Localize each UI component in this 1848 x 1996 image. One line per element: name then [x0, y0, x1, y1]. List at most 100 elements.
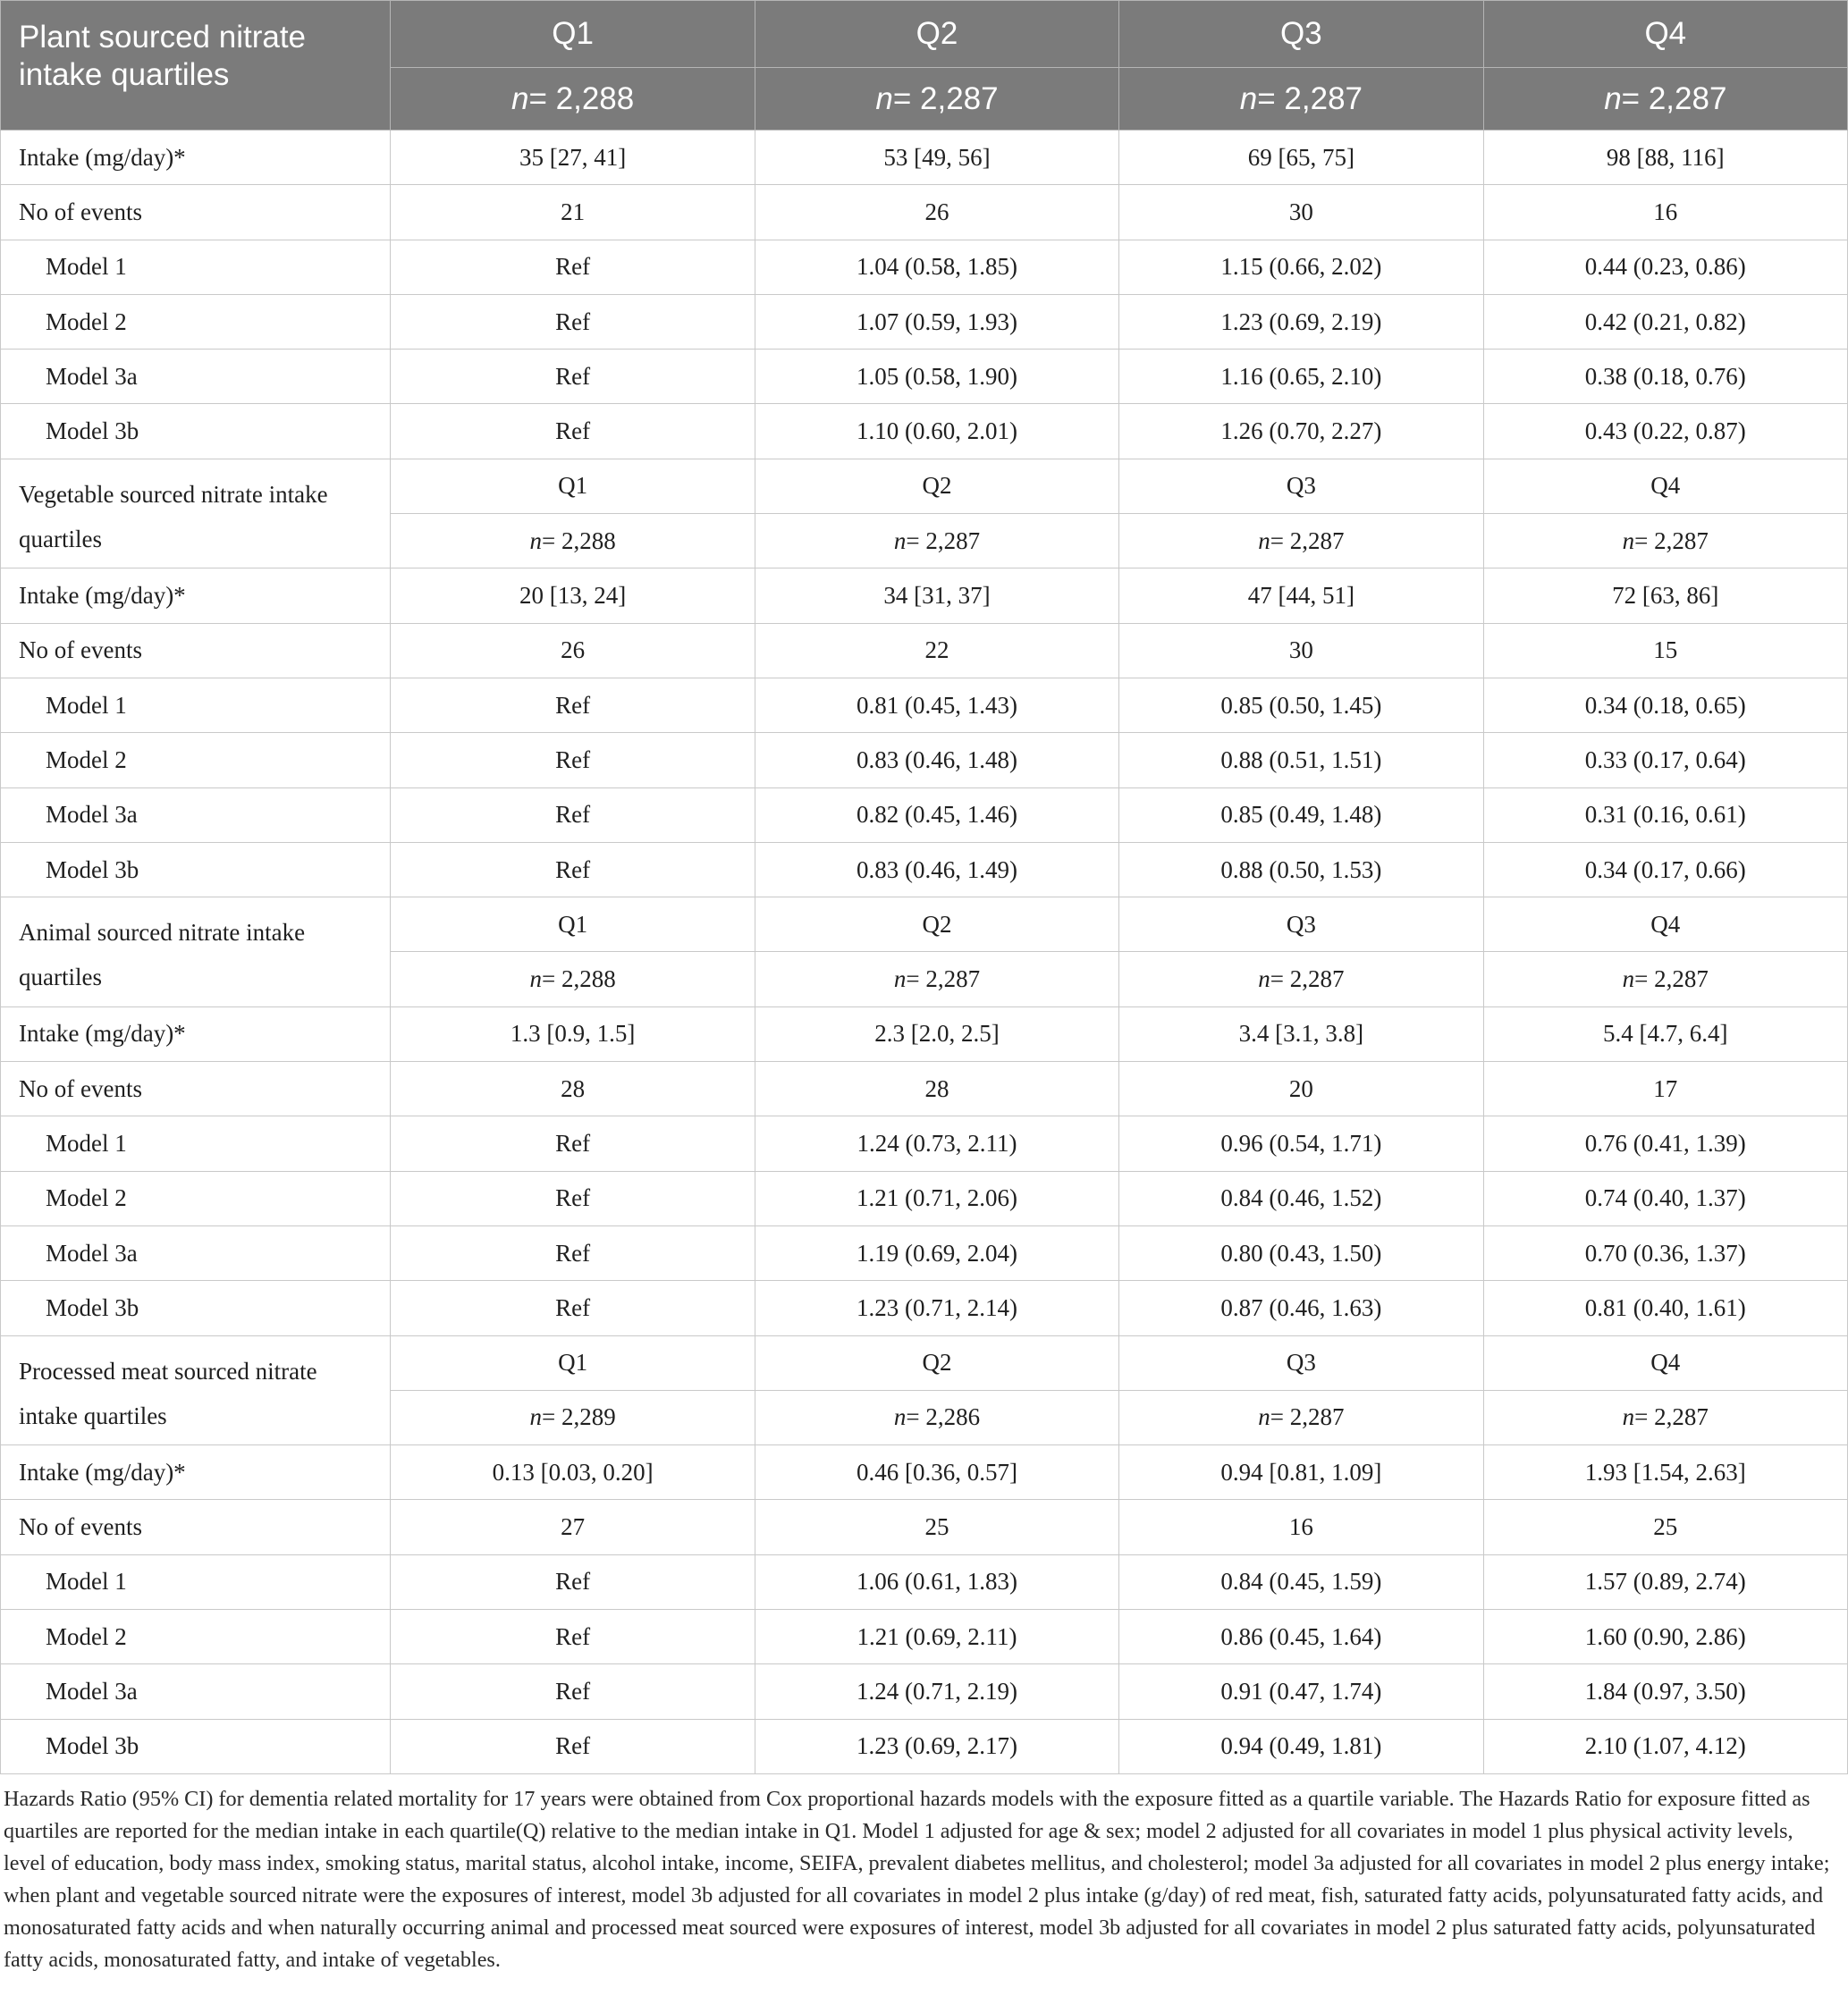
n-symbol: n [893, 526, 907, 554]
table-cell: 72 [63, 86] [1482, 568, 1848, 624]
section-n-cell: n= 2,287 [1118, 513, 1484, 569]
table-row: Model 2 Ref 1.21 (0.71, 2.06) 0.84 (0.46, 1… [0, 1170, 1848, 1226]
table-cell: 0.80 (0.43, 1.50) [1118, 1225, 1484, 1282]
table-footnote: Hazards Ratio (95% CI) for dementia rela… [4, 1786, 1830, 1972]
n-value: = 2,286 [906, 1403, 981, 1431]
table-cell: 20 [13, 24] [390, 568, 755, 624]
table-header: Plant sourced nitrate intake quartiles Q… [0, 0, 1848, 131]
section-quartile-label: Q2 [754, 1335, 1120, 1391]
n-symbol: n [1622, 526, 1635, 554]
table-cell: 47 [44, 51] [1118, 568, 1484, 624]
section-n-cell: n= 2,286 [754, 1389, 1120, 1446]
table-cell: Ref [390, 732, 755, 788]
table-cell: 21 [390, 184, 755, 240]
row-label: Model 1 [0, 677, 392, 734]
table-cell: 34 [31, 37] [754, 568, 1120, 624]
header-q3: Q3 [1118, 0, 1484, 68]
section-n-cell: n= 2,287 [1482, 513, 1848, 569]
table-cell: 2.10 (1.07, 4.12) [1482, 1718, 1848, 1774]
table-cell: 1.23 (0.71, 2.14) [754, 1280, 1120, 1336]
table-cell: Ref [390, 1554, 755, 1611]
table-cell: 28 [754, 1061, 1120, 1117]
table-cell: Ref [390, 403, 755, 459]
table-cell: 1.84 (0.97, 3.50) [1482, 1663, 1848, 1720]
table-cell: 2.3 [2.0, 2.5] [754, 1006, 1120, 1063]
table-cell: 1.10 (0.60, 2.01) [754, 403, 1120, 459]
table-cell: Ref [390, 239, 755, 295]
table-cell: Ref [390, 293, 755, 350]
n-symbol: n [893, 1403, 907, 1431]
n-value: = 2,287 [892, 80, 999, 116]
table-cell: 0.81 (0.40, 1.61) [1482, 1280, 1848, 1336]
table-row: Model 3b Ref 1.10 (0.60, 2.01) 1.26 (0.70, … [0, 403, 1848, 459]
row-label: Intake (mg/day)* [0, 1006, 392, 1063]
section-n-row: n= 2,288 n= 2,287 n= 2,287 n= 2,287 [1, 951, 1848, 1007]
table-row: Model 1 Ref 1.24 (0.73, 2.11) 0.96 (0.54, 1… [0, 1116, 1848, 1172]
row-label: Model 2 [0, 1170, 392, 1226]
table-cell: 0.91 (0.47, 1.74) [1118, 1663, 1484, 1720]
n-value: = 2,287 [906, 965, 981, 993]
table-cell: 69 [65, 75] [1118, 129, 1484, 186]
n-value: = 2,287 [1270, 1403, 1345, 1431]
row-label: Model 3b [0, 1280, 392, 1336]
table-row: Model 2 Ref 1.21 (0.69, 2.11) 0.86 (0.45, 1… [0, 1609, 1848, 1665]
table-cell: 1.23 (0.69, 2.19) [1118, 293, 1484, 350]
section-quartile-label: Q2 [754, 458, 1120, 515]
table-cell: 1.21 (0.69, 2.11) [754, 1609, 1120, 1665]
n-value: = 2,287 [1270, 965, 1345, 993]
row-label: Intake (mg/day)* [0, 568, 392, 624]
row-label: No of events [0, 1061, 392, 1117]
table-cell: 98 [88, 116] [1482, 129, 1848, 186]
table-cell: 22 [754, 622, 1120, 678]
table-cell: 0.81 (0.45, 1.43) [754, 677, 1120, 734]
row-label: No of events [0, 622, 392, 678]
row-label: Model 2 [0, 1609, 392, 1665]
row-label: Model 3a [0, 1225, 392, 1282]
table-row: Model 3a Ref 1.05 (0.58, 1.90) 1.16 (0.65, … [0, 349, 1848, 405]
row-label: Model 3b [0, 403, 392, 459]
table-cell: 0.85 (0.50, 1.45) [1118, 677, 1484, 734]
table-cell: 26 [754, 184, 1120, 240]
header-row-n: n= 2,288 n= 2,287 n= 2,287 n= 2,287 [1, 67, 1848, 131]
row-label: Model 3a [0, 349, 392, 405]
table-cell: 30 [1118, 622, 1484, 678]
section-title: Vegetable sourced nitrate intake quartil… [0, 458, 392, 569]
section-n-cell: n= 2,288 [390, 513, 755, 569]
section-quartile-label: Q1 [390, 897, 755, 953]
n-value: = 2,289 [542, 1403, 616, 1431]
table-cell: 0.87 (0.46, 1.63) [1118, 1280, 1484, 1336]
table-row: Model 1 Ref 0.81 (0.45, 1.43) 0.85 (0.50, 1… [0, 677, 1848, 734]
row-label: No of events [0, 1499, 392, 1555]
n-symbol: n [529, 526, 543, 554]
table-cell: Ref [390, 1225, 755, 1282]
section-n-row: n= 2,288 n= 2,287 n= 2,287 n= 2,287 [1, 513, 1848, 569]
n-value: = 2,287 [1634, 1403, 1709, 1431]
n-value: = 2,287 [1270, 526, 1345, 554]
table-row: Model 3b Ref 1.23 (0.69, 2.17) 0.94 (0.49, … [0, 1718, 1848, 1774]
section-n-cell: n= 2,287 [1482, 951, 1848, 1007]
table-row: Intake (mg/day)* 20 [13, 24] 34 [31, 37] 47… [0, 568, 1848, 624]
section-n-cell: n= 2,288 [390, 951, 755, 1007]
table-cell: 15 [1482, 622, 1848, 678]
table-cell: 16 [1482, 184, 1848, 240]
n-symbol: n [529, 965, 543, 993]
table-cell: 1.05 (0.58, 1.90) [754, 349, 1120, 405]
table-cell: 0.42 (0.21, 0.82) [1482, 293, 1848, 350]
table-cell: 25 [754, 1499, 1120, 1555]
header-n-q1: n= 2,288 [390, 67, 755, 131]
table-row: Model 3b Ref 1.23 (0.71, 2.14) 0.87 (0.46, … [0, 1280, 1848, 1336]
table-cell: 25 [1482, 1499, 1848, 1555]
table-row: Model 1 Ref 1.06 (0.61, 1.83) 0.84 (0.45, 1… [0, 1554, 1848, 1611]
n-symbol: n [1622, 965, 1635, 993]
row-label: Model 1 [0, 1116, 392, 1172]
table-cell: 20 [1118, 1061, 1484, 1117]
n-symbol: n [511, 80, 529, 116]
table-cell: 1.16 (0.65, 2.10) [1118, 349, 1484, 405]
n-value: = 2,287 [1257, 80, 1363, 116]
table-cell: Ref [390, 677, 755, 734]
table-cell: Ref [390, 1609, 755, 1665]
table-cell: 0.43 (0.22, 0.87) [1482, 403, 1848, 459]
table-cell: 0.84 (0.46, 1.52) [1118, 1170, 1484, 1226]
hazard-ratio-table: Plant sourced nitrate intake quartiles Q… [0, 0, 1848, 1774]
section-quartile-label: Q3 [1118, 1335, 1484, 1391]
